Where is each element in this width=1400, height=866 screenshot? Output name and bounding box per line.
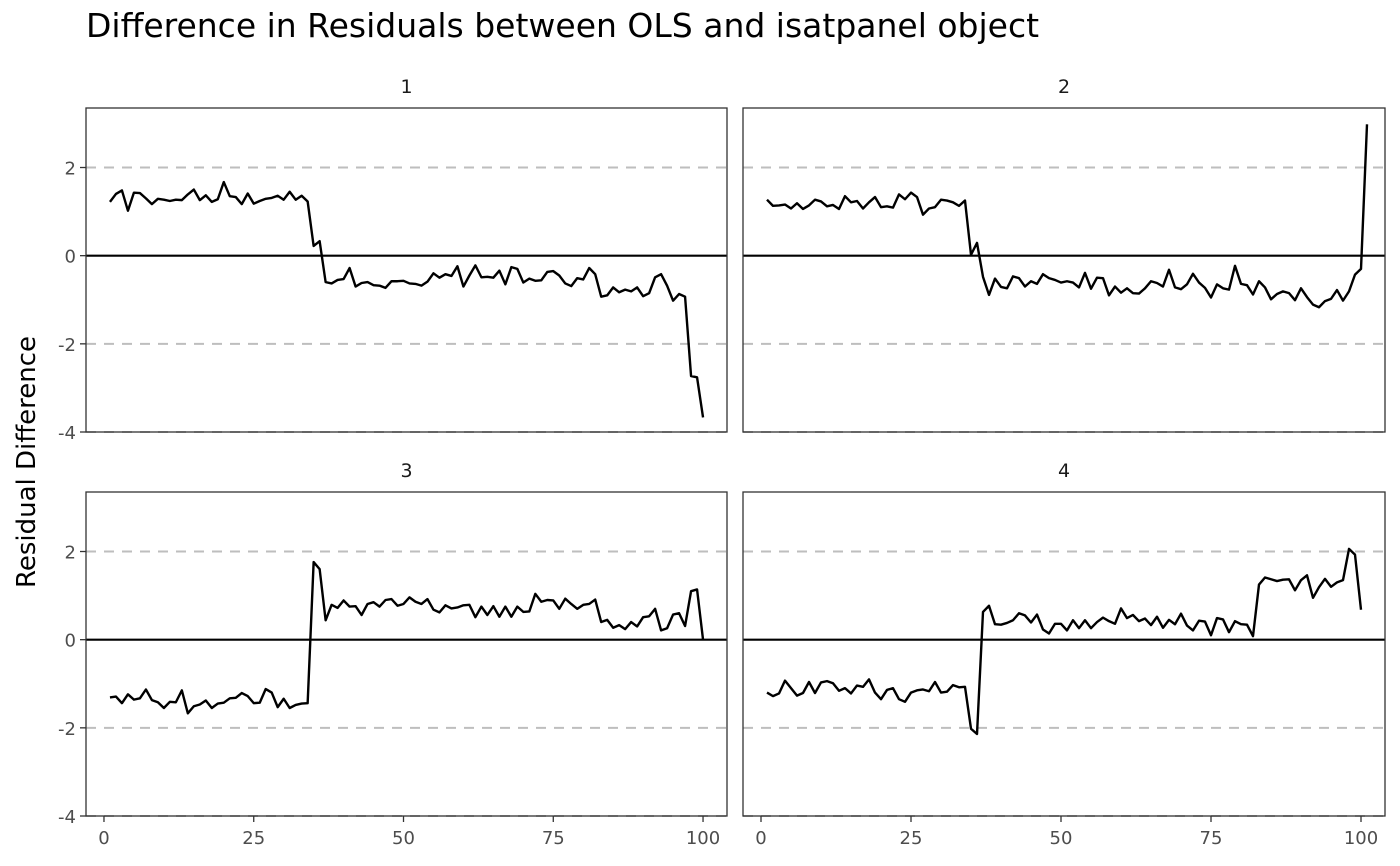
chart-title: Difference in Residuals between OLS and … <box>86 6 1040 45</box>
y-tick-label: 0 <box>65 247 76 268</box>
panel-border-2 <box>742 107 1386 433</box>
x-tick-label: 0 <box>98 828 109 849</box>
y-tick-label: 2 <box>65 159 76 180</box>
facet-strip-label-1: 1 <box>400 76 412 98</box>
x-tick-label: 25 <box>242 828 265 849</box>
x-tick-label: 75 <box>542 828 565 849</box>
panel-border-1 <box>85 107 728 433</box>
x-tick-label: 75 <box>1200 828 1223 849</box>
y-tick-label: 0 <box>65 631 76 652</box>
panel-border-4 <box>742 491 1386 817</box>
x-tick-label: 50 <box>1050 828 1073 849</box>
x-tick-label: 25 <box>900 828 923 849</box>
x-tick-label: 100 <box>686 828 720 849</box>
x-tick-label: 100 <box>1344 828 1378 849</box>
x-tick-label: 0 <box>755 828 766 849</box>
y-tick-label: -2 <box>58 335 76 356</box>
x-tick-label: 50 <box>392 828 415 849</box>
y-tick-label: -2 <box>58 719 76 740</box>
series-line-panel-1 <box>109 180 705 418</box>
facet-strip-label-3: 3 <box>400 460 412 482</box>
y-tick-label: -4 <box>58 423 76 444</box>
panel-border-3 <box>85 491 728 817</box>
series-line-panel-3 <box>109 560 705 715</box>
facet-strip-label-2: 2 <box>1058 76 1070 98</box>
y-tick-label: -4 <box>58 807 76 828</box>
facet-strip-label-4: 4 <box>1058 460 1070 482</box>
series-line-panel-4 <box>766 547 1363 736</box>
y-tick-label: 2 <box>65 543 76 564</box>
series-line-panel-2 <box>766 124 1369 309</box>
